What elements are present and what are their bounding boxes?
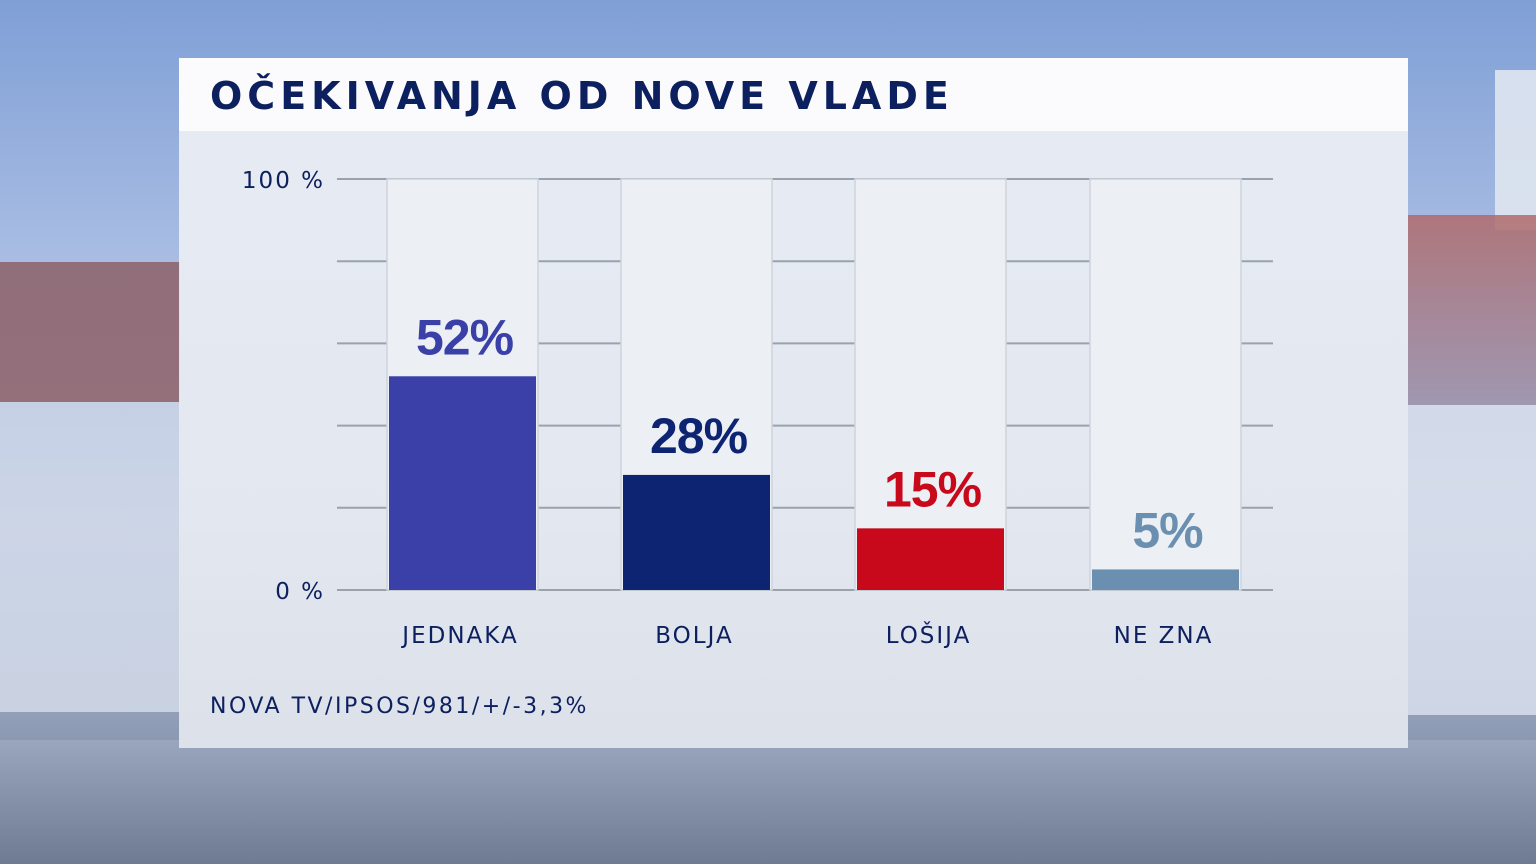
value-label: 52% [416, 309, 514, 365]
bar-bolja [623, 474, 770, 590]
category-label: LOŠIJA [886, 621, 972, 649]
category-label: JEDNAKA [400, 623, 518, 649]
y-tick-label: 100 % [242, 168, 325, 194]
chart-title: OČEKIVANJA OD NOVE VLADE [210, 74, 954, 118]
y-tick-label: 0 % [275, 579, 325, 605]
value-label: 5% [1132, 502, 1203, 558]
background-building-left [0, 262, 180, 712]
category-label: BOLJA [655, 623, 733, 649]
background-square [0, 740, 1536, 864]
value-label: 15% [884, 461, 982, 517]
bar-column-background [854, 178, 1007, 591]
chart-panel: OČEKIVANJA OD NOVE VLADE 52% JEDNAKA 28% BO… [179, 58, 1408, 748]
category-label: NE ZNA [1114, 623, 1214, 649]
bar-chart: 52% JEDNAKA 28% BOLJA 15% LOŠIJA 5% NE ZNA 100 %… [242, 168, 1273, 649]
background-church-tower [1495, 70, 1536, 230]
source-note: NOVA TV/IPSOS/981/+/-3,3% [210, 694, 589, 719]
bar-jednaka [389, 376, 536, 590]
bar-lošija [857, 528, 1004, 590]
background-church [1408, 215, 1536, 715]
bar-column-background [1089, 178, 1242, 591]
title-bar: OČEKIVANJA OD NOVE VLADE [179, 58, 1408, 131]
bar-ne-zna [1092, 569, 1239, 590]
value-label: 28% [650, 408, 748, 464]
